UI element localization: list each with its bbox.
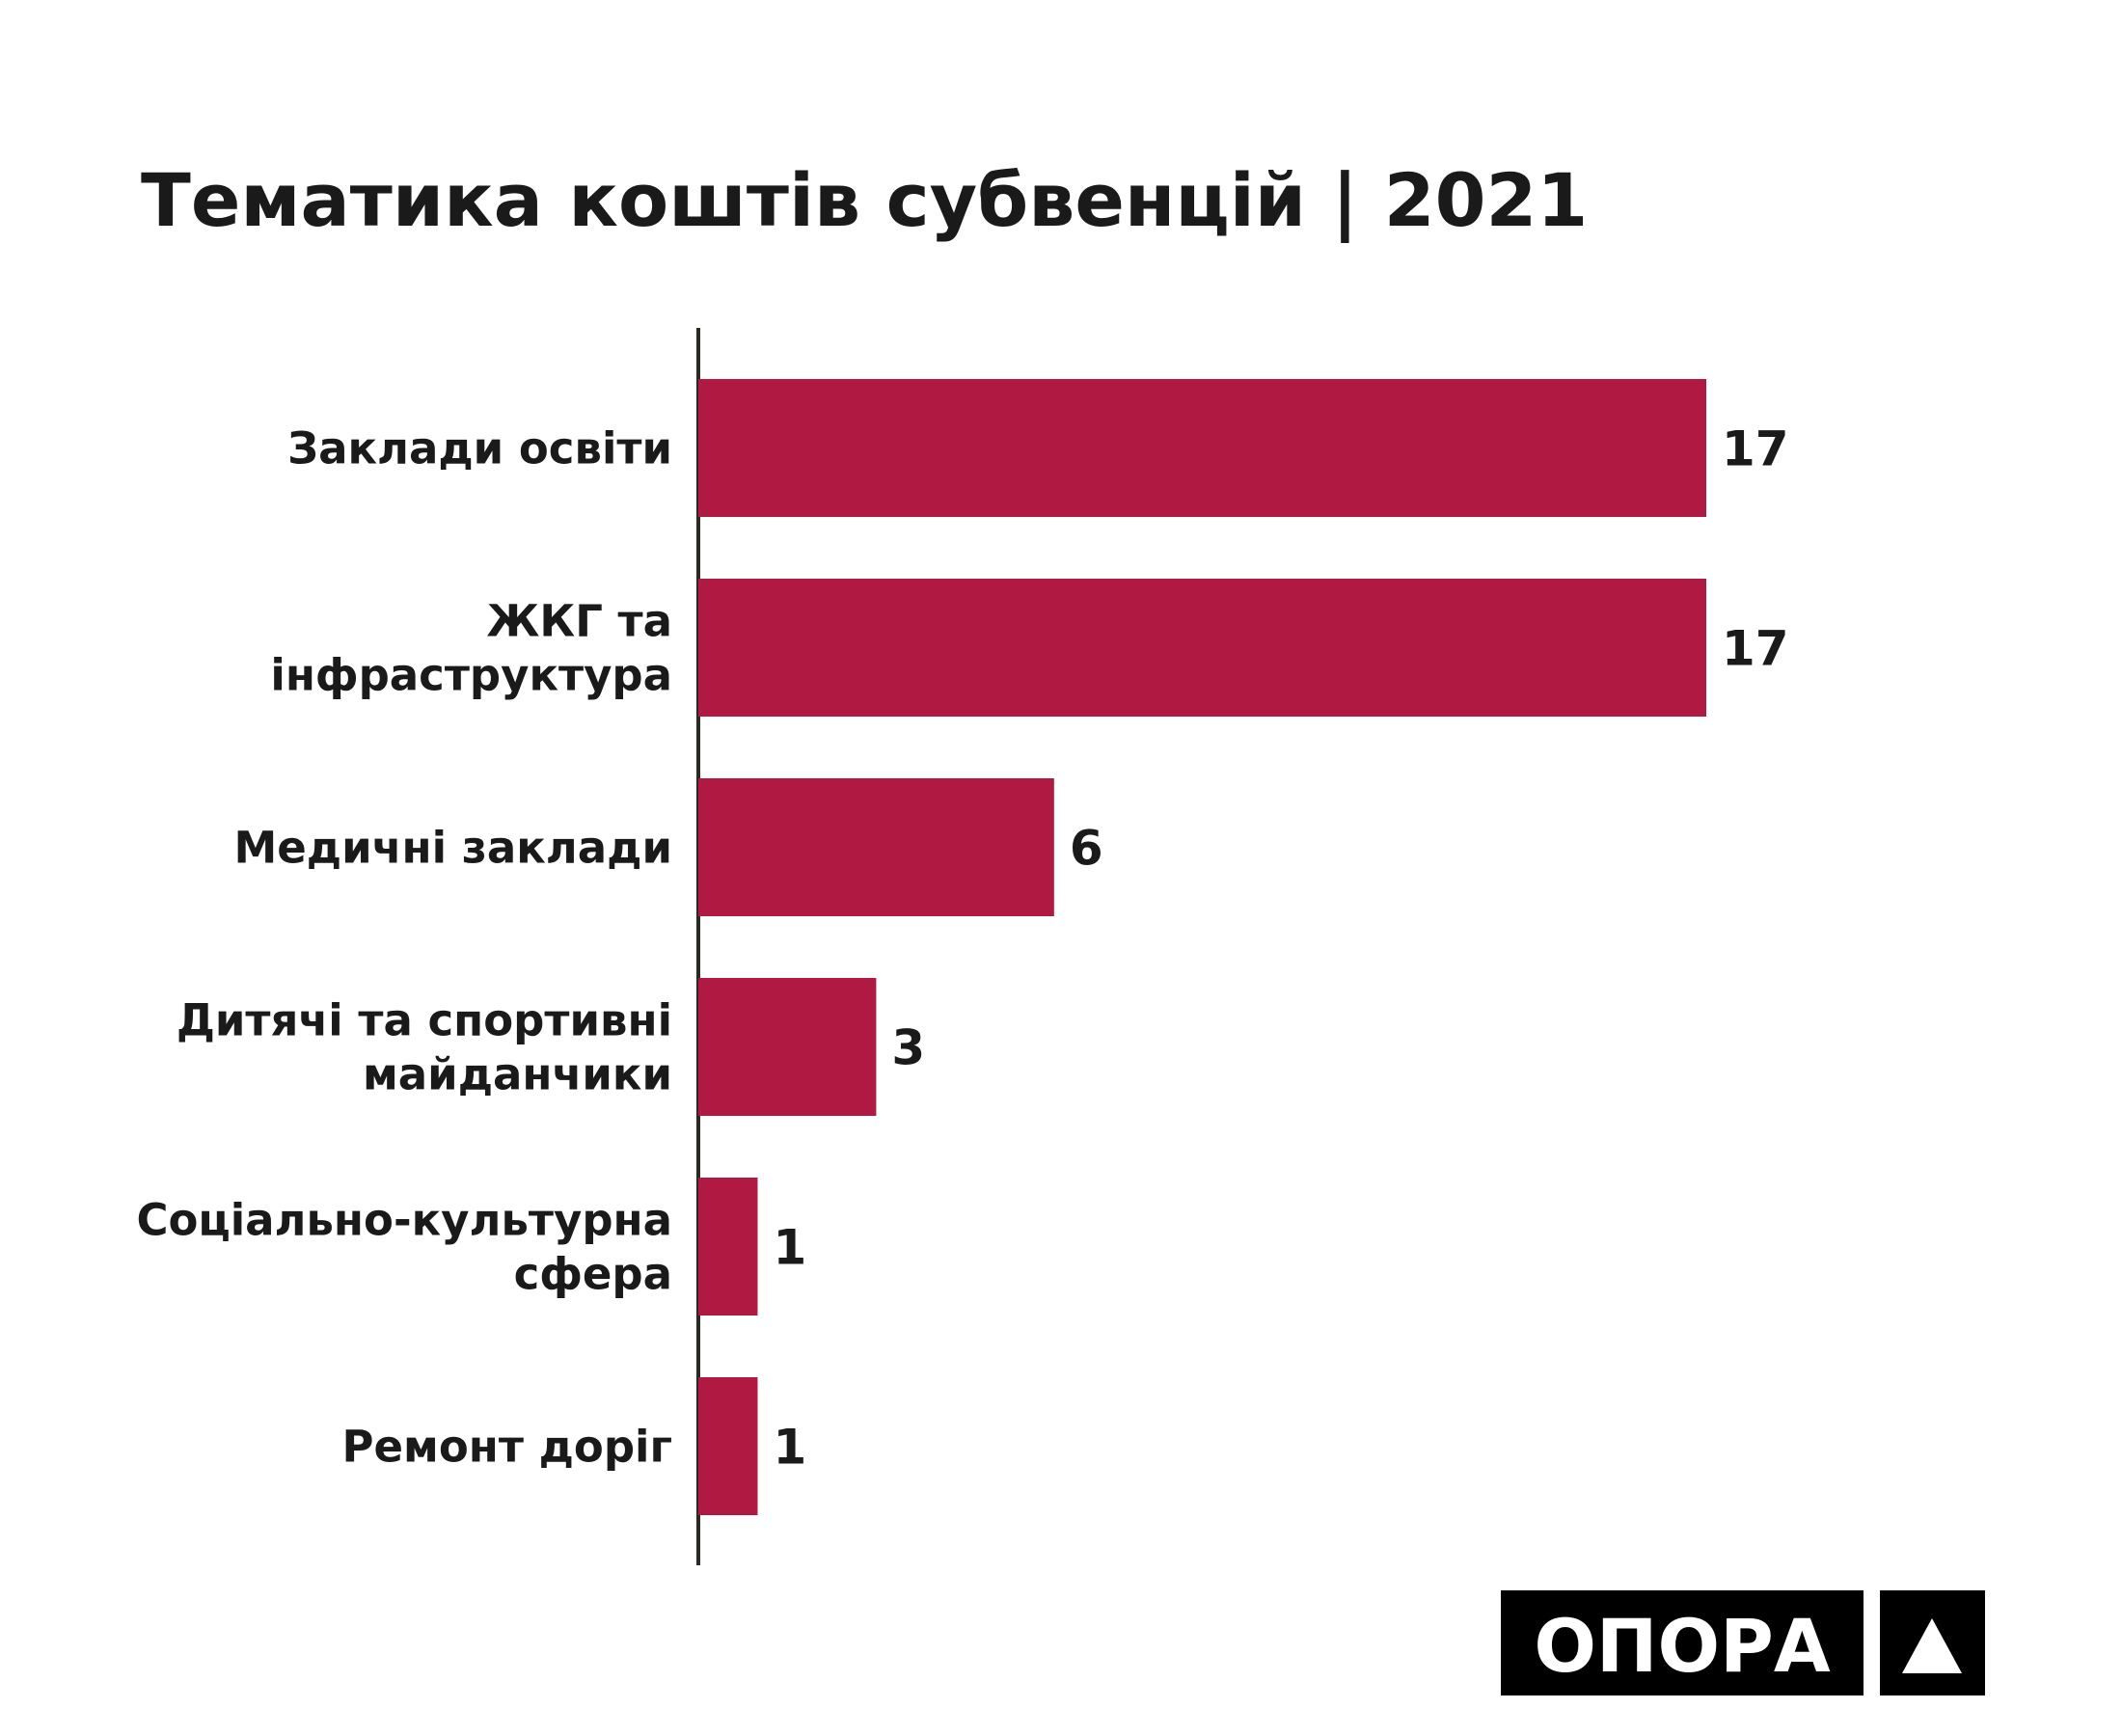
bar — [698, 379, 1706, 517]
bar — [698, 978, 877, 1116]
bar — [698, 1377, 758, 1515]
value-label: 1 — [773, 1220, 806, 1276]
y-tick-label: ЖКГ та інфраструктура — [270, 596, 672, 701]
y-tick-label: Соціально-культурна сфера — [136, 1195, 672, 1300]
chart-title: Тематика коштів субвенцій | 2021 — [141, 157, 1588, 244]
logo-triangle — [1902, 1618, 1962, 1673]
value-label: 1 — [773, 1420, 806, 1476]
bar — [698, 778, 1054, 916]
logo-box — [1501, 1590, 1864, 1695]
bar — [698, 1178, 758, 1316]
value-label: 17 — [1722, 621, 1789, 677]
logo-text: ОПОРА — [1534, 1603, 1831, 1689]
y-tick-label: Ремонт доріг — [342, 1422, 672, 1473]
y-tick-label: Заклади освіти — [287, 423, 672, 475]
y-tick-label: Медичні заклади — [233, 823, 672, 874]
value-label: 6 — [1070, 821, 1103, 877]
value-label: 17 — [1722, 421, 1789, 477]
value-label: 3 — [891, 1020, 925, 1076]
y-tick-label: Дитячі та спортивні майданчики — [177, 995, 672, 1100]
bar — [698, 579, 1706, 717]
